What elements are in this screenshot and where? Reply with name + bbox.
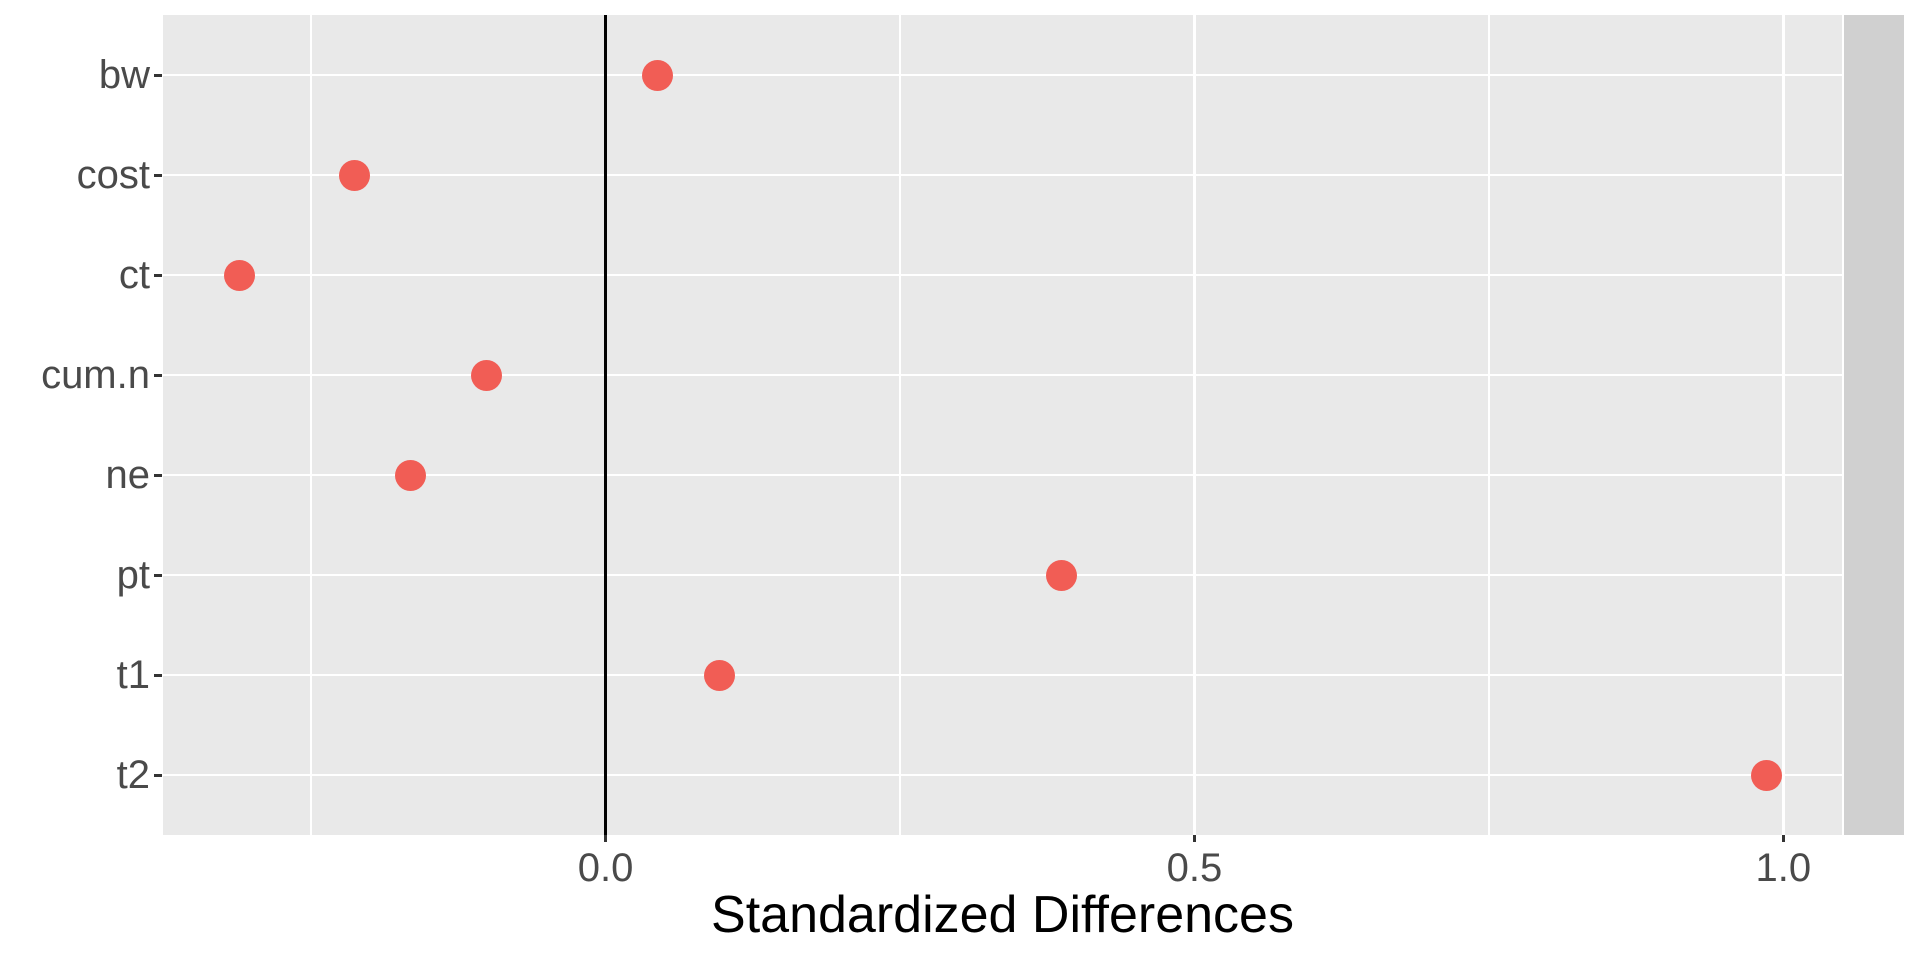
zero-reference-line [604, 15, 608, 835]
y-axis-label: t2 [116, 753, 150, 797]
plot-panel [163, 15, 1842, 835]
x-tick-label: 0.5 [1166, 846, 1223, 890]
category-gridline [163, 673, 1842, 677]
major-gridline [1782, 15, 1785, 835]
category-gridline [163, 773, 1842, 777]
y-tick-mark [154, 173, 162, 177]
category-gridline [163, 573, 1842, 577]
data-point [471, 359, 503, 391]
category-gridline [163, 173, 1842, 177]
y-tick-mark [154, 773, 162, 777]
y-tick-mark [154, 373, 162, 377]
x-axis-title: Standardized Differences [711, 886, 1294, 944]
minor-gridline [1488, 15, 1490, 835]
right-gray-strip [1844, 15, 1904, 835]
data-point [1751, 759, 1783, 791]
y-tick-mark [154, 473, 162, 477]
data-point [223, 259, 255, 291]
y-tick-mark [154, 273, 162, 277]
y-tick-mark [154, 573, 162, 577]
y-tick-mark [154, 73, 162, 77]
y-axis-label: t1 [116, 653, 150, 697]
category-gridline [163, 73, 1842, 77]
minor-gridline [899, 15, 901, 835]
x-tick-mark [1781, 835, 1785, 842]
category-gridline [163, 373, 1842, 377]
y-axis-label: ne [105, 453, 151, 497]
y-axis-label: ct [118, 253, 150, 297]
data-point [641, 59, 673, 91]
x-tick-label: 1.0 [1755, 846, 1812, 890]
data-point [394, 459, 426, 491]
y-axis-label: bw [98, 53, 150, 97]
data-point [1045, 559, 1077, 591]
category-gridline [163, 273, 1842, 277]
data-point [704, 659, 736, 691]
y-axis-label: pt [116, 553, 150, 597]
y-tick-mark [154, 673, 162, 677]
data-point [339, 159, 371, 191]
x-tick-mark [1192, 835, 1196, 842]
y-axis-label: cum.n [41, 353, 150, 397]
minor-gridline [310, 15, 312, 835]
category-gridline [163, 473, 1842, 477]
x-tick-mark [604, 835, 608, 842]
y-axis-label: cost [76, 153, 150, 197]
x-tick-label: 0.0 [577, 846, 634, 890]
major-gridline [1193, 15, 1196, 835]
